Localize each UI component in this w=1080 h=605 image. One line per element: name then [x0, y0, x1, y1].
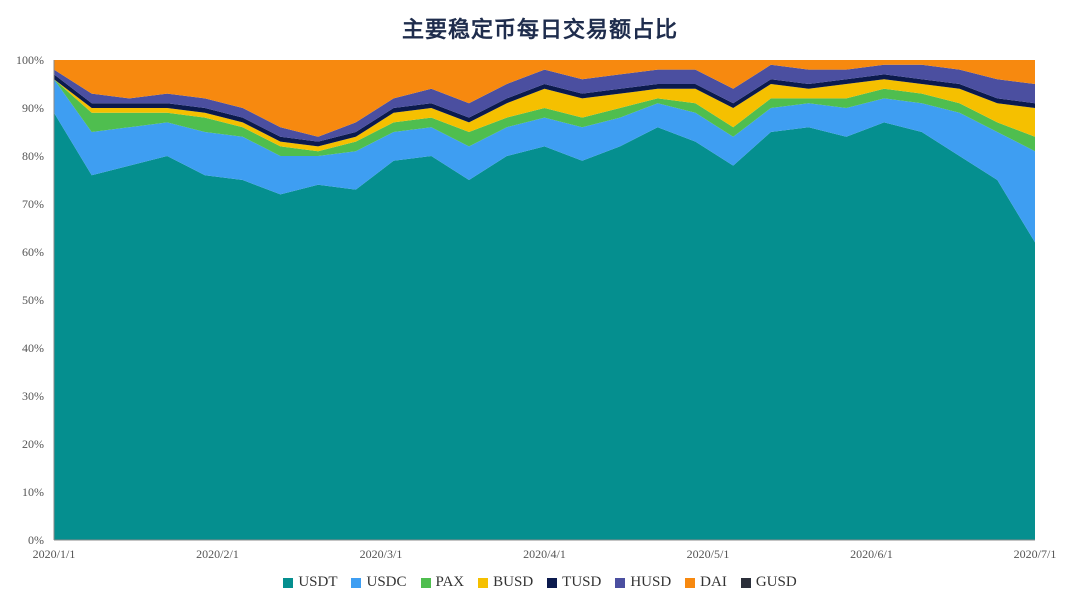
legend-label: PAX: [435, 574, 465, 590]
legend-item-tusd: TUSD: [547, 574, 601, 591]
legend-item-busd: BUSD: [478, 574, 533, 591]
legend-swatch: [615, 577, 626, 588]
y-tick-label: 30%: [22, 389, 44, 403]
y-tick-label: 100%: [16, 53, 44, 67]
legend-swatch: [685, 577, 696, 588]
legend-item-husd: HUSD: [615, 574, 671, 591]
y-tick-label: 10%: [22, 485, 44, 499]
legend-item-dai: DAI: [685, 574, 727, 591]
area-usdt: [54, 112, 1035, 541]
x-tick-label: 2020/7/1: [1014, 547, 1057, 561]
area-pax: [54, 79, 1035, 156]
area-usdc: [54, 79, 1035, 243]
legend-swatch: [547, 577, 558, 588]
y-tick-label: 60%: [22, 245, 44, 259]
area-husd: [54, 64, 1035, 142]
x-tick-label: 2020/6/1: [850, 547, 893, 561]
legend-label: TUSD: [562, 574, 602, 590]
legend-swatch: [283, 577, 294, 588]
legend-label: DAI: [700, 574, 727, 590]
legend-item-gusd: GUSD: [740, 574, 797, 591]
legend-item-pax: PAX: [420, 574, 465, 591]
x-tick-label: 2020/3/1: [360, 547, 403, 561]
legend-swatch: [420, 577, 431, 588]
y-tick-label: 0%: [28, 533, 44, 547]
y-tick-labels: 0% 10% 20% 30% 40% 50% 60% 70% 80% 90% 100%: [16, 53, 44, 547]
y-tick-label: 90%: [22, 101, 44, 115]
area-tusd: [54, 74, 1035, 147]
legend-label: USDC: [366, 574, 407, 590]
x-tick-label: 2020/2/1: [196, 547, 239, 561]
legend: USDT USDC PAX BUSD TUSD HUSD DAI GUSD: [0, 574, 1080, 591]
legend-item-usdt: USDT: [283, 574, 337, 591]
y-tick-label: 40%: [22, 341, 44, 355]
y-tick-label: 70%: [22, 197, 44, 211]
legend-label: GUSD: [755, 574, 797, 590]
y-tick-label: 80%: [22, 149, 44, 163]
y-tick-label: 50%: [22, 293, 44, 307]
x-tick-label: 2020/1/1: [33, 547, 76, 561]
y-tick-label: 20%: [22, 437, 44, 451]
x-tick-labels: 2020/1/1 2020/2/1 2020/3/1 2020/4/1 2020/5/1…: [33, 547, 1057, 561]
legend-item-usdc: USDC: [351, 574, 407, 591]
chart-title: 主要稳定币每日交易额占比: [401, 18, 678, 43]
axes: [53, 60, 1035, 541]
x-tick-label: 2020/5/1: [687, 547, 730, 561]
area-dai: [54, 60, 1035, 137]
area-busd: [54, 79, 1035, 152]
legend-label: BUSD: [493, 574, 534, 590]
legend-swatch: [351, 577, 362, 588]
legend-label: HUSD: [630, 574, 672, 590]
legend-label: USDT: [298, 574, 338, 590]
legend-swatch: [478, 577, 489, 588]
stacked-areas: [54, 60, 1035, 541]
legend-swatch: [740, 577, 751, 588]
x-tick-label: 2020/4/1: [523, 547, 566, 561]
